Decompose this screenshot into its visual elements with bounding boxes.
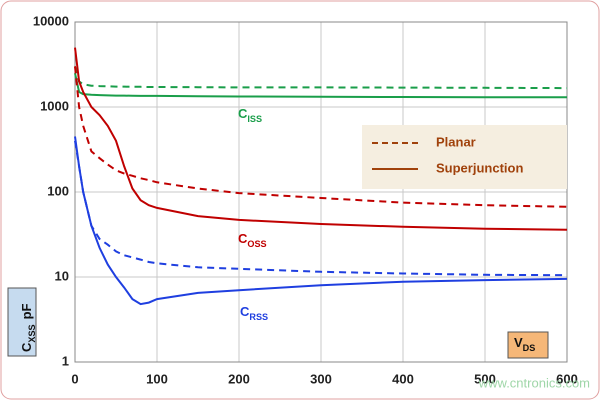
y-label-text: CXSS pF bbox=[19, 303, 37, 352]
plot-border bbox=[74, 21, 568, 363]
x-tick-label: 600 bbox=[556, 371, 578, 386]
series-line bbox=[74, 136, 568, 306]
annotation: COSS bbox=[238, 231, 267, 249]
y-label-text-main: C bbox=[19, 342, 34, 352]
series-line bbox=[74, 140, 568, 277]
y-label: CXSS pF bbox=[19, 303, 37, 352]
series-line bbox=[74, 66, 568, 90]
annotation-main: C bbox=[238, 231, 248, 246]
x-tick-label: 400 bbox=[392, 371, 414, 386]
y-tick-label: 10 bbox=[55, 268, 69, 283]
legend-label: Planar bbox=[436, 134, 476, 149]
x-label-main: V bbox=[514, 335, 523, 350]
y-label-text-sub: XSS bbox=[27, 324, 37, 342]
x-label-sub: DS bbox=[523, 343, 536, 353]
x-tick-label: 100 bbox=[146, 371, 168, 386]
y-tick-label: 1000 bbox=[40, 98, 69, 113]
x-label: VDS bbox=[514, 335, 535, 353]
x-tick-label: 300 bbox=[310, 371, 332, 386]
x-tick-label: 200 bbox=[228, 371, 250, 386]
y-label-unit: pF bbox=[19, 303, 34, 319]
annotation-main: C bbox=[238, 106, 248, 121]
y-tick-label: 1 bbox=[62, 353, 69, 368]
y-tick-label: 10000 bbox=[33, 13, 69, 28]
annotation-main: C bbox=[240, 304, 250, 319]
legend-box bbox=[362, 125, 567, 189]
y-label-box bbox=[7, 287, 37, 357]
annotation-sub: RSS bbox=[249, 312, 268, 322]
watermark: www.cntronics.com bbox=[478, 375, 590, 390]
y-tick-label: 100 bbox=[47, 183, 69, 198]
series-line bbox=[74, 72, 567, 99]
series-line bbox=[74, 47, 568, 231]
x-tick-label: 500 bbox=[474, 371, 496, 386]
x-label-box bbox=[507, 331, 549, 359]
annotation: CISS bbox=[238, 106, 262, 124]
annotation-sub: OSS bbox=[247, 239, 266, 249]
annotation-sub: ISS bbox=[247, 114, 262, 124]
series-line bbox=[74, 66, 568, 208]
x-tick-label: 0 bbox=[71, 371, 78, 386]
annotation: CRSS bbox=[240, 304, 268, 322]
legend-label: Superjunction bbox=[436, 160, 523, 175]
